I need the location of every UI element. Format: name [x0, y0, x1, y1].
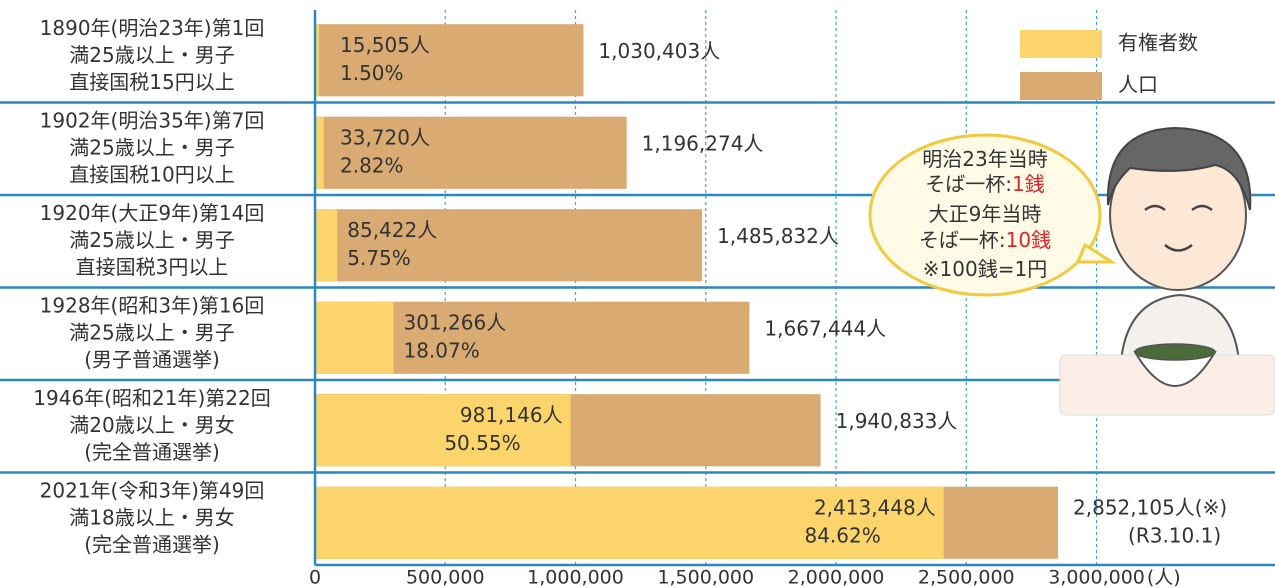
x-axis-label: (人)	[1147, 567, 1181, 588]
x-tick-label: 500,000	[406, 567, 485, 588]
bubble-text: そば一杯:10銭	[919, 228, 1051, 252]
bowl	[1133, 351, 1217, 387]
value-label: 981,146人	[460, 403, 563, 427]
legend-swatch	[1020, 72, 1102, 100]
category-label: 1946年(昭和21年)第22回	[33, 386, 270, 410]
value-label: 1,196,274人	[642, 131, 764, 155]
category-label: 満25歳以上・男子	[69, 228, 234, 252]
bar	[315, 24, 320, 97]
category-label: 1920年(大正9年)第14回	[40, 201, 265, 225]
bubble-text-part: ※100銭=1円	[923, 257, 1047, 281]
value-label: 1,485,832人	[717, 224, 839, 248]
share-label: 5.75%	[347, 246, 411, 270]
speech-bubble	[868, 133, 1102, 297]
category-label: 満25歳以上・男子	[69, 320, 234, 344]
x-tick-label: 1,500,000	[657, 567, 754, 588]
value-label: 1,030,403人	[598, 39, 720, 63]
x-tick-label: 3,000,000	[1048, 567, 1145, 588]
value-label: 33,720人	[340, 125, 430, 149]
category-label: 満25歳以上・男子	[69, 135, 234, 159]
share-label: 1.50%	[340, 61, 404, 85]
value-label: 15,505人	[340, 33, 430, 57]
bar	[315, 116, 627, 189]
category-label: 満18歳以上・男女	[69, 505, 234, 529]
share-label: 2.82%	[340, 153, 404, 177]
bar	[315, 209, 703, 282]
category-label: 満20歳以上・男女	[69, 413, 234, 437]
category-label: (男子普通選挙)	[84, 347, 220, 371]
legend-label: 人口	[1118, 73, 1158, 97]
bubble-text-part: そば一杯:	[919, 228, 1006, 252]
category-label: 直接国税15円以上	[69, 70, 234, 94]
category-label: 2021年(令和3年)第49回	[40, 478, 265, 502]
category-label: 1890年(明治23年)第1回	[40, 16, 265, 40]
bar	[315, 301, 394, 374]
share-label: 84.62%	[804, 523, 880, 547]
legend-swatch	[1020, 30, 1102, 58]
value-label: 2,852,105人(※)	[1073, 495, 1227, 519]
value-label: 85,422人	[347, 218, 437, 242]
category-label: 1928年(昭和3年)第16回	[40, 293, 265, 317]
value-label: 2,413,448人	[814, 495, 936, 519]
category-label: (完全普通選挙)	[84, 532, 220, 556]
bubble-text-part: 大正9年当時	[929, 202, 1042, 226]
category-label: (完全普通選挙)	[84, 440, 220, 464]
category-label: 直接国税3円以上	[76, 255, 229, 279]
bubble-tail	[1075, 242, 1118, 264]
bubble-text-part: 明治23年当時	[922, 147, 1047, 171]
x-tick-label: 2,500,000	[918, 567, 1015, 588]
value-label: 301,266人	[403, 310, 506, 334]
bubble-highlight: 1銭	[1012, 172, 1045, 196]
x-tick-label: 2,000,000	[788, 567, 885, 588]
bar	[315, 116, 324, 189]
bar	[315, 486, 944, 559]
legend-label: 有権者数	[1118, 31, 1198, 55]
bar	[315, 394, 571, 467]
share-label: 50.55%	[444, 431, 520, 455]
bubble-text-part: そば一杯:	[925, 172, 1012, 196]
share-label: 18.07%	[403, 338, 479, 362]
bubble-text: 大正9年当時	[929, 202, 1042, 226]
value-label: 1,667,444人	[764, 316, 886, 340]
mouth	[1164, 243, 1193, 252]
bubble-highlight: 10銭	[1006, 228, 1051, 252]
soba	[1134, 343, 1216, 361]
note: (R3.10.1)	[1128, 523, 1221, 547]
x-tick-label: 1,000,000	[527, 567, 624, 588]
x-tick-label: 0	[309, 567, 321, 588]
category-label: 満25歳以上・男子	[69, 43, 234, 67]
bubble-text: そば一杯:1銭	[925, 172, 1044, 196]
category-label: 直接国税10円以上	[69, 162, 234, 186]
category-label: 1902年(明治35年)第7回	[40, 108, 265, 132]
value-label: 1,940,833人	[836, 409, 958, 433]
bar	[315, 209, 338, 282]
bubble-text: 明治23年当時	[922, 147, 1047, 171]
hair	[1106, 126, 1252, 211]
bubble-text: ※100銭=1円	[923, 257, 1047, 281]
eyes	[1144, 204, 1213, 212]
illustration	[868, 126, 1275, 416]
bar	[315, 24, 584, 97]
